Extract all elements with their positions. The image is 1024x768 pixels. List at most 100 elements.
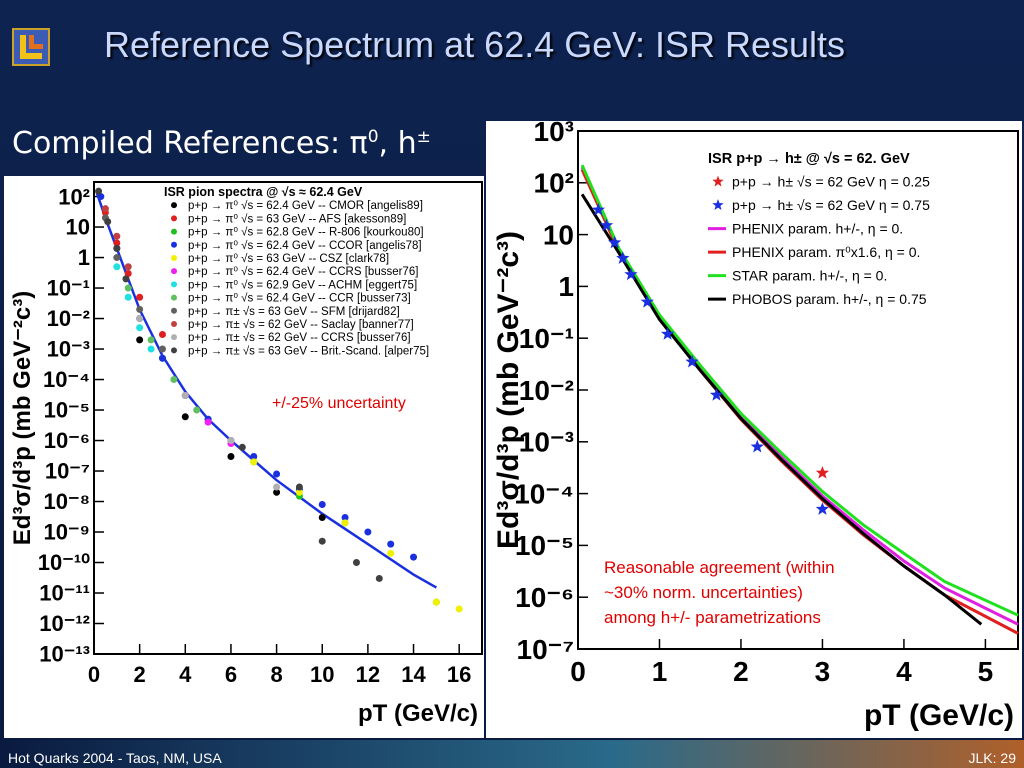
x-axis-label: pT (GeV/c) (358, 700, 478, 727)
legend-marker (171, 281, 177, 288)
x-tick-label: 1 (652, 656, 668, 687)
x-axis-label: pT (GeV/c) (864, 699, 1014, 732)
data-point (387, 540, 395, 548)
legend-title: ISR p+p → h± @ √s = 62. GeV (708, 151, 910, 167)
x-tick-label: 16 (447, 662, 471, 687)
data-point (341, 513, 349, 521)
data-point (124, 263, 132, 271)
legend-marker (712, 175, 724, 187)
legend-marker (171, 254, 177, 261)
y-tick-label: 10⁻¹³ (39, 642, 90, 667)
footer-conference: Hot Quarks 2004 - Taos, NM, USA (8, 750, 222, 766)
legend-label: PHOBOS param. h+/-, η = 0.75 (732, 291, 927, 307)
y-tick-label: 10⁻¹ (519, 323, 574, 354)
y-tick-label: 10⁻⁶ (515, 582, 574, 613)
legend-label: PHENIX param. h+/-, η = 0. (732, 221, 903, 237)
data-point (193, 406, 201, 414)
y-tick-label: 10⁻⁴ (43, 367, 90, 392)
star-marker (661, 327, 675, 340)
legend-label: p+p → π± √s = 62 GeV -- CCRS [busser76] (188, 331, 411, 344)
star-marker (640, 295, 654, 308)
data-point (410, 553, 418, 561)
x-tick-label: 4 (896, 656, 912, 687)
legend-label: p+p → π± √s = 62 GeV -- Saclay [banner77… (188, 318, 414, 331)
legend-label: p+p → π⁰ √s = 63 GeV -- CSZ [clark78] (188, 252, 389, 265)
legend-label: p+p → π⁰ √s = 63 GeV -- AFS [akesson89] (188, 212, 406, 225)
legend-title: ISR pion spectra @ √s ≈ 62.4 GeV (164, 185, 363, 199)
x-tick-label: 0 (88, 662, 100, 687)
x-tick-label: 0 (570, 656, 586, 687)
series-line (580, 193, 983, 626)
y-tick-label: 10⁻⁴ (514, 478, 574, 509)
data-point (227, 437, 235, 445)
star-marker (750, 439, 764, 453)
x-tick-label: 6 (225, 662, 237, 687)
y-tick-label: 10⁻⁷ (517, 634, 574, 665)
legend-label: p+p → π⁰ √s = 62.4 GeV -- CCRS [busser76… (188, 265, 418, 278)
star-marker (685, 354, 699, 368)
legend-marker (171, 241, 177, 248)
y-tick-label: 10⁻¹⁰ (38, 550, 90, 575)
legend-label: p+p → π± √s = 63 GeV -- SFM [drijard82] (188, 305, 400, 318)
series-line (580, 164, 1019, 617)
star-marker (608, 235, 622, 249)
data-point (387, 549, 395, 557)
data-point (104, 218, 112, 226)
y-tick-label: 10⁻³ (519, 427, 574, 458)
y-tick-label: 10⁻¹ (47, 276, 90, 301)
data-point (113, 263, 121, 271)
legend-label: p+p → π⁰ √s = 62.9 GeV -- ACHM [eggert75… (188, 278, 417, 291)
right-chart-panel: 0 1 2 3 4 5 10³ 10² 10 1 10⁻¹ 10⁻² 10⁻³ 10⁻⁴ 10⁻⁵ 10⁻⁶ 1… (486, 121, 1022, 738)
legend-label: p+p → π⁰ √s = 62.8 GeV -- R-806 [kourkou… (188, 226, 424, 239)
y-axis-label: Ed³σ/d³p (mb GeV⁻²c³) (9, 291, 36, 545)
legend-label: p+p → π⁰ √s = 62.4 GeV -- CCR [busser73] (188, 292, 411, 305)
y-tick-label: 10⁻² (519, 375, 574, 406)
x-tick-label: 10 (310, 662, 334, 687)
data-point (147, 336, 155, 344)
data-point (158, 354, 166, 362)
data-point (204, 418, 212, 426)
data-point (124, 269, 132, 277)
star-marker (624, 267, 638, 281)
data-point (273, 483, 281, 491)
data-point (158, 345, 166, 353)
y-tick-label: 1 (558, 271, 574, 302)
chart-annotation: +/-25% uncertainty (272, 395, 406, 412)
data-point (227, 452, 235, 460)
x-tick-label: 12 (356, 662, 380, 687)
data-point (352, 559, 360, 567)
y-tick-label: 10² (534, 168, 574, 199)
data-point (318, 513, 326, 521)
data-point (250, 452, 258, 460)
y-tick-label: 10⁻⁷ (45, 459, 90, 484)
data-point (113, 239, 121, 247)
data-point (375, 574, 383, 582)
legend-label: STAR param. h+/-, η = 0. (732, 268, 887, 284)
legend-marker (712, 199, 724, 210)
footer-bar: Hot Quarks 2004 - Taos, NM, USA JLK: 29 (0, 740, 1024, 768)
x-tick-label: 2 (733, 656, 749, 687)
legend-marker (171, 307, 177, 314)
star-marker (591, 202, 605, 216)
data-point (364, 528, 372, 536)
x-tick-label: 14 (401, 662, 426, 687)
y-tick-label: 10⁻¹¹ (39, 581, 90, 606)
chart-annotation: Reasonable agreement (within (604, 558, 835, 577)
star-marker (709, 388, 724, 401)
legend-marker (171, 228, 177, 235)
slide-title: Reference Spectrum at 62.4 GeV: ISR Resu… (104, 24, 846, 65)
data-point (250, 458, 258, 466)
data-point (158, 330, 166, 338)
legend-marker (171, 334, 177, 341)
left-chart-panel: 0 2 4 6 8 10 12 14 16 10² 10 1 10⁻¹ 10⁻² 10⁻³ 10⁻⁴ 10⁻⁵ 1… (4, 176, 484, 738)
legend-label: p+p → h± √s = 62 GeV η = 0.75 (732, 197, 930, 213)
star-marker (616, 251, 630, 264)
legend-label: p+p → h± √s = 62 GeV η = 0.25 (732, 174, 930, 190)
legend-label: p+p → π⁰ √s = 62.4 GeV -- CCOR [angelis7… (188, 239, 422, 252)
y-tick-label: 10⁻³ (47, 337, 90, 362)
pion-spectra-chart: 0 2 4 6 8 10 12 14 16 10² 10 1 10⁻¹ 10⁻² 10⁻³ 10⁻⁴ 10⁻⁵ 1… (9, 181, 483, 727)
star-marker (599, 218, 614, 232)
x-tick-label: 8 (270, 662, 282, 687)
chart-annotation: ~30% norm. uncertainties) (604, 583, 803, 602)
x-tick-label: 3 (815, 656, 831, 687)
